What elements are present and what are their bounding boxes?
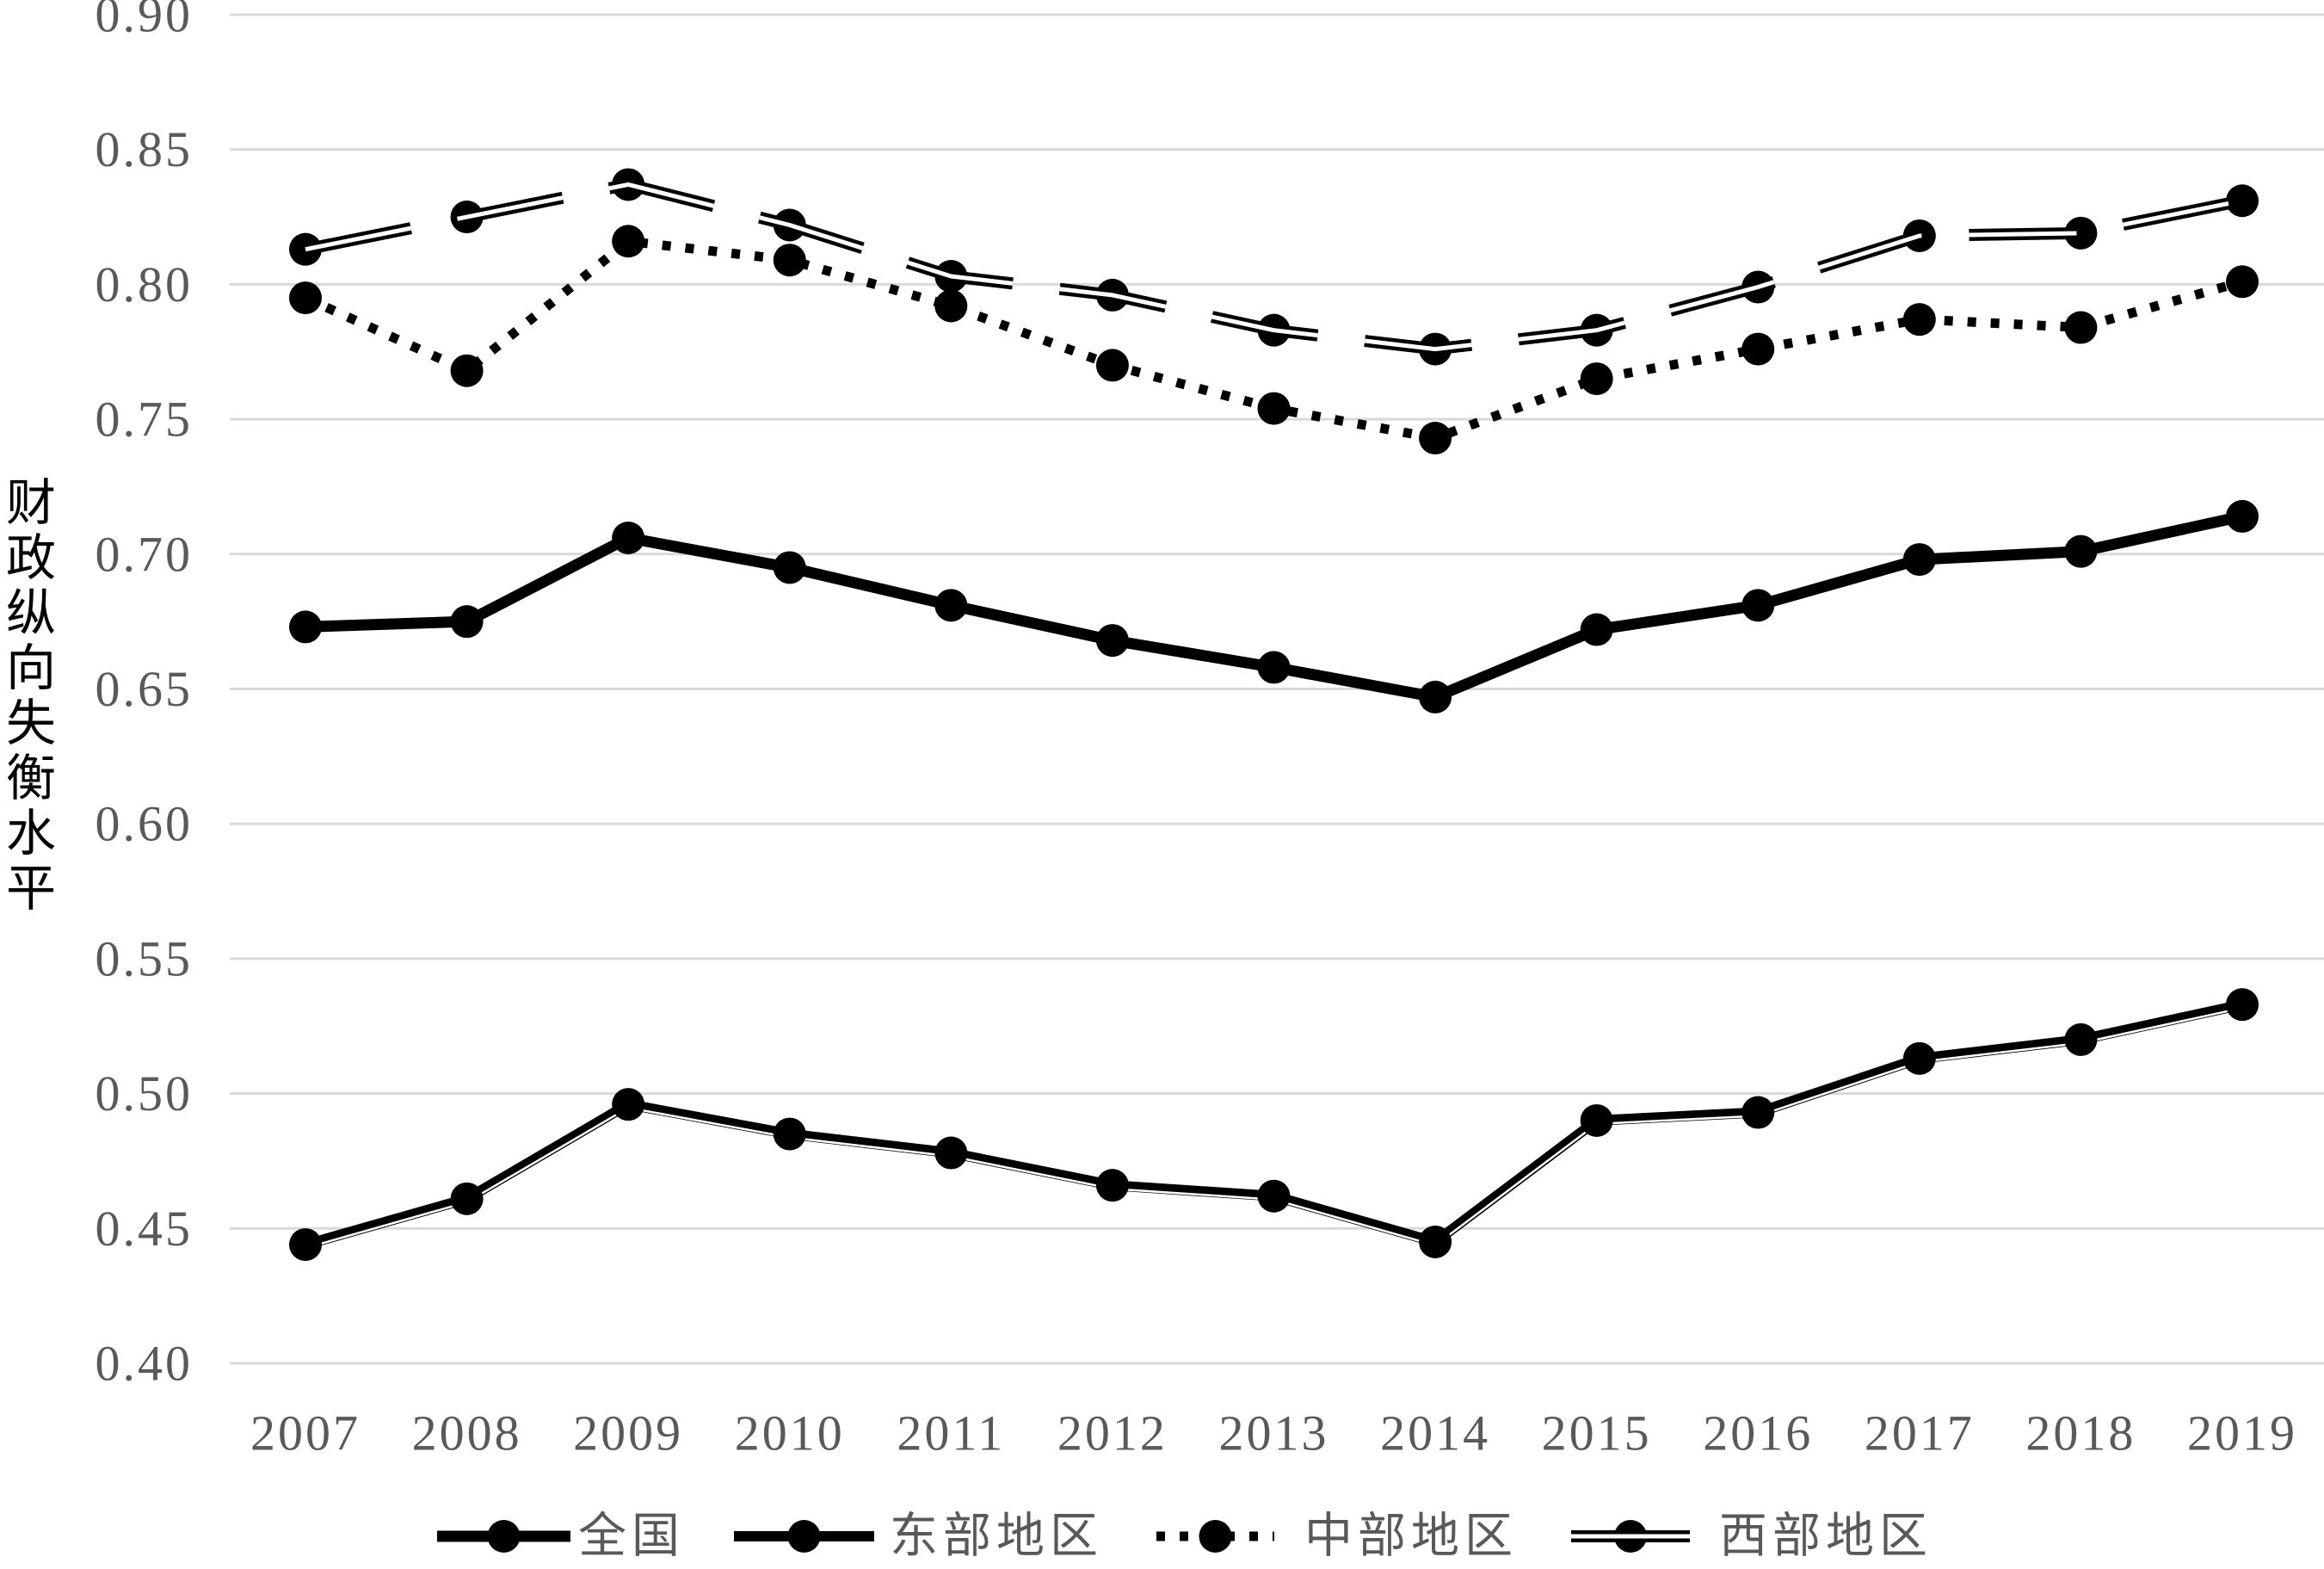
- x-tick-label: 2016: [1703, 1405, 1813, 1461]
- legend: 全国 东部地区 中部地区 西部地区: [437, 1509, 1933, 1565]
- data-point-national-2016: [1741, 589, 1775, 622]
- data-point-central-2016: [1741, 332, 1775, 366]
- data-point-central-2017: [1902, 303, 1936, 337]
- legend-label-central: 中部地区: [1304, 1509, 1518, 1565]
- data-point-national-2018: [2064, 534, 2098, 568]
- y-tick-label: 0.65: [96, 661, 194, 717]
- legend-item-east: 东部地区: [734, 1509, 1103, 1565]
- data-point-central-2018: [2064, 311, 2098, 344]
- x-tick-labels: 2007 2008 2009 2010 2011 2012 2013 2014 2015 2016…: [250, 1405, 2297, 1461]
- data-point-east-2016: [1741, 1096, 1775, 1129]
- series-central: [289, 225, 2259, 455]
- y-tick-label: 0.50: [96, 1066, 194, 1121]
- data-point-central-2009: [612, 225, 645, 258]
- series-east: [289, 988, 2259, 1262]
- data-point-east-2008: [450, 1182, 484, 1215]
- legend-label-east: 东部地区: [890, 1509, 1103, 1565]
- data-point-west-2019: [2226, 184, 2259, 218]
- data-point-east-2013: [1257, 1179, 1291, 1213]
- legend-label-national: 全国: [578, 1509, 685, 1565]
- data-point-central-2013: [1257, 392, 1291, 425]
- legend-item-central: 中部地区: [1156, 1509, 1518, 1565]
- data-point-west-2018: [2064, 216, 2098, 250]
- y-tick-label: 0.70: [96, 526, 194, 582]
- y-tick-labels: 0.40 0.45 0.50 0.55 0.60 0.65 0.70 0.75 0.80 0.85…: [96, 0, 194, 1392]
- data-point-national-2011: [934, 589, 968, 622]
- data-point-national-2015: [1580, 613, 1613, 646]
- gridlines: [230, 13, 2324, 1365]
- data-point-national-2007: [289, 610, 322, 644]
- y-tick-label: 0.45: [96, 1201, 194, 1257]
- x-tick-label: 2015: [1542, 1405, 1652, 1461]
- legend-marker-east: [787, 1520, 821, 1553]
- data-point-national-2009: [612, 521, 645, 554]
- legend-marker-central: [1199, 1520, 1232, 1553]
- data-point-national-2013: [1257, 651, 1291, 684]
- data-point-east-2011: [934, 1136, 968, 1170]
- data-point-east-2012: [1095, 1169, 1129, 1202]
- legend-item-west: 西部地区: [1571, 1509, 1933, 1565]
- y-tick-label: 0.75: [96, 392, 194, 448]
- data-point-national-2008: [450, 605, 484, 639]
- data-point-central-2007: [289, 281, 322, 315]
- data-point-east-2019: [2226, 988, 2259, 1022]
- x-tick-label: 2019: [2187, 1405, 2297, 1461]
- x-tick-label: 2013: [1219, 1405, 1329, 1461]
- y-tick-label: 0.85: [96, 121, 194, 177]
- y-tick-label: 0.90: [96, 0, 194, 43]
- x-tick-label: 2008: [412, 1405, 522, 1461]
- y-tick-label: 0.80: [96, 256, 194, 312]
- x-tick-label: 2009: [573, 1405, 683, 1461]
- data-point-central-2019: [2226, 265, 2259, 299]
- data-point-national-2012: [1095, 624, 1129, 658]
- data-point-central-2012: [1095, 349, 1129, 382]
- data-point-east-2014: [1419, 1225, 1452, 1258]
- x-tick-label: 2018: [2025, 1405, 2136, 1461]
- legend-item-national: 全国: [437, 1509, 685, 1565]
- x-tick-label: 2014: [1380, 1405, 1490, 1461]
- x-tick-label: 2011: [897, 1405, 1005, 1461]
- y-tick-label: 0.60: [96, 796, 194, 852]
- data-point-national-2017: [1902, 543, 1936, 577]
- y-axis-label: 财政纵向失衡水平: [0, 476, 56, 917]
- series-national: [289, 499, 2259, 713]
- x-tick-label: 2007: [250, 1405, 361, 1461]
- x-tick-label: 2017: [1865, 1405, 1975, 1461]
- y-tick-label: 0.40: [96, 1336, 194, 1392]
- data-point-east-2018: [2064, 1022, 2098, 1056]
- data-point-east-2010: [773, 1117, 806, 1151]
- data-point-east-2009: [612, 1088, 645, 1121]
- y-tick-label: 0.55: [96, 930, 194, 986]
- data-point-national-2010: [773, 551, 806, 584]
- data-point-central-2015: [1580, 362, 1613, 396]
- data-point-national-2019: [2226, 499, 2259, 533]
- series-line-inner-west: [305, 182, 2243, 352]
- legend-marker-national: [487, 1520, 521, 1553]
- data-point-central-2014: [1419, 422, 1452, 455]
- data-point-central-2011: [934, 289, 968, 323]
- x-tick-label: 2010: [735, 1405, 845, 1461]
- data-point-national-2014: [1419, 680, 1452, 713]
- data-point-east-2015: [1580, 1103, 1613, 1137]
- series-west: [289, 168, 2259, 366]
- x-tick-label: 2012: [1057, 1405, 1168, 1461]
- legend-label-west: 西部地区: [1719, 1509, 1933, 1565]
- series-layer: [289, 168, 2259, 1262]
- data-point-central-2008: [450, 354, 484, 387]
- data-point-east-2007: [289, 1228, 322, 1262]
- data-point-central-2010: [773, 244, 806, 277]
- data-point-east-2017: [1902, 1041, 1936, 1075]
